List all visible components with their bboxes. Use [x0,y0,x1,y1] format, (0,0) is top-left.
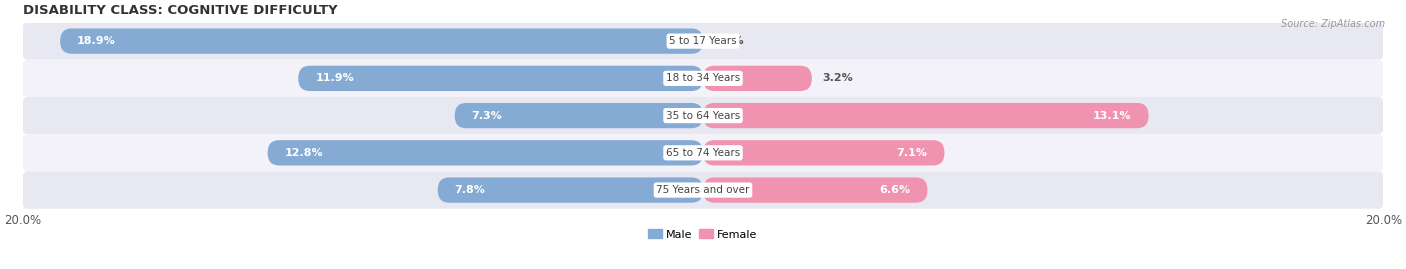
Text: 65 to 74 Years: 65 to 74 Years [666,148,740,158]
FancyBboxPatch shape [22,97,1384,134]
Text: 11.9%: 11.9% [315,73,354,83]
Text: 0.0%: 0.0% [713,36,744,46]
Text: 5 to 17 Years: 5 to 17 Years [669,36,737,46]
Text: 18.9%: 18.9% [77,36,115,46]
FancyBboxPatch shape [267,140,703,165]
Text: 7.1%: 7.1% [897,148,928,158]
FancyBboxPatch shape [703,140,945,165]
Text: DISABILITY CLASS: COGNITIVE DIFFICULTY: DISABILITY CLASS: COGNITIVE DIFFICULTY [22,4,337,17]
Text: 7.3%: 7.3% [471,111,502,121]
FancyBboxPatch shape [22,134,1384,171]
FancyBboxPatch shape [22,23,1384,60]
Text: 18 to 34 Years: 18 to 34 Years [666,73,740,83]
FancyBboxPatch shape [22,60,1384,97]
Text: 35 to 64 Years: 35 to 64 Years [666,111,740,121]
FancyBboxPatch shape [22,171,1384,209]
FancyBboxPatch shape [703,66,811,91]
Text: 13.1%: 13.1% [1092,111,1132,121]
FancyBboxPatch shape [437,177,703,203]
Text: 12.8%: 12.8% [284,148,323,158]
FancyBboxPatch shape [454,103,703,128]
Legend: Male, Female: Male, Female [644,225,762,244]
Text: 6.6%: 6.6% [879,185,911,195]
FancyBboxPatch shape [703,177,928,203]
Text: 7.8%: 7.8% [454,185,485,195]
Text: Source: ZipAtlas.com: Source: ZipAtlas.com [1281,19,1385,29]
Text: 75 Years and over: 75 Years and over [657,185,749,195]
FancyBboxPatch shape [298,66,703,91]
FancyBboxPatch shape [703,103,1149,128]
FancyBboxPatch shape [60,29,703,54]
Text: 3.2%: 3.2% [823,73,853,83]
